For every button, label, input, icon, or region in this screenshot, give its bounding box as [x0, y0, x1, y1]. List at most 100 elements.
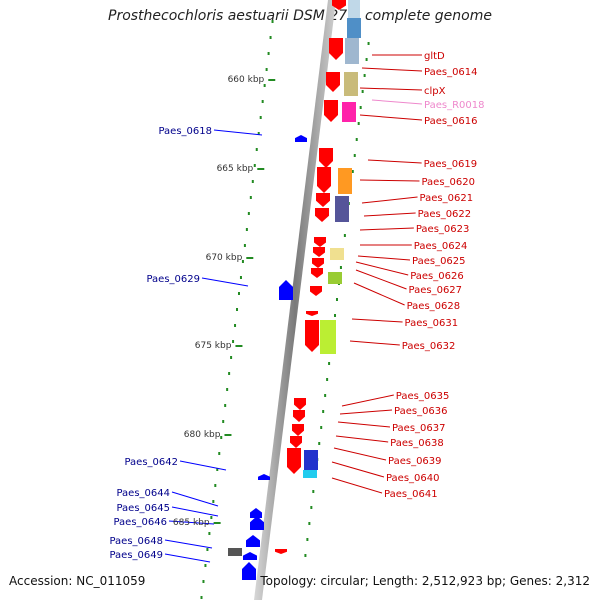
cog-box	[228, 548, 242, 556]
reverse-gene-arrow	[242, 562, 256, 580]
kbp-tick	[257, 168, 265, 170]
forward-gene-label: gltD	[424, 51, 445, 62]
label-leader-line	[333, 447, 387, 461]
tick-mark	[261, 100, 264, 103]
forward-gene-arrow	[293, 410, 305, 422]
label-leader-line	[363, 212, 416, 217]
forward-gene-arrow	[329, 38, 343, 60]
forward-gene-arrow	[314, 237, 326, 247]
reverse-gene-label: Paes_0649	[109, 550, 163, 561]
tick-mark	[267, 52, 270, 55]
forward-gene-arrow	[290, 436, 302, 448]
label-leader-line	[164, 553, 211, 563]
forward-gene-arrow	[332, 0, 346, 10]
tick-mark	[218, 452, 221, 455]
tick-mark	[237, 292, 240, 295]
kbp-label: 680 kbp	[184, 430, 221, 440]
tick-mark	[251, 180, 254, 183]
tick-mark	[271, 20, 274, 23]
label-leader-line	[355, 269, 407, 290]
tick-mark	[220, 436, 223, 439]
forward-gene-arrow	[315, 208, 329, 222]
forward-gene-label: Paes_0637	[392, 423, 446, 434]
forward-gene-label: Paes_0626	[410, 271, 464, 282]
kbp-label: 660 kbp	[228, 75, 265, 85]
tick-mark	[322, 410, 325, 413]
label-leader-line	[371, 99, 423, 105]
tick-mark	[306, 538, 309, 541]
label-leader-line	[201, 277, 249, 287]
reverse-gene-label: Paes_0642	[124, 457, 178, 468]
tick-mark	[253, 164, 256, 167]
tick-mark	[363, 74, 366, 77]
tick-mark	[367, 42, 370, 45]
kbp-tick	[235, 345, 243, 347]
tick-mark	[359, 106, 362, 109]
cog-box	[348, 0, 360, 18]
label-leader-line	[339, 409, 393, 415]
forward-gene-arrow	[313, 247, 325, 257]
forward-gene-arrow	[319, 148, 333, 168]
forward-gene-label: Paes_0614	[424, 67, 478, 78]
reverse-gene-label: Paes_0644	[116, 488, 170, 499]
label-leader-line	[341, 394, 394, 407]
label-leader-line	[353, 282, 405, 306]
forward-gene-label: Paes_0622	[418, 209, 472, 220]
tick-mark	[361, 90, 364, 93]
kbp-tick	[213, 522, 221, 524]
tick-mark	[310, 506, 313, 509]
cog-box	[330, 248, 344, 260]
tick-mark	[241, 260, 244, 263]
forward-gene-arrow	[316, 193, 330, 207]
forward-gene-label: Paes_0631	[405, 318, 459, 329]
forward-gene-label: Paes_0636	[394, 406, 448, 417]
tick-mark	[259, 116, 262, 119]
forward-gene-arrow	[292, 424, 304, 436]
tick-mark	[304, 554, 307, 557]
forward-gene-label: Paes_0624	[414, 241, 468, 252]
tick-mark	[257, 132, 260, 135]
tick-mark	[249, 196, 252, 199]
forward-gene-label: Paes_0628	[407, 301, 461, 312]
cog-box	[342, 102, 356, 122]
label-leader-line	[359, 114, 423, 121]
accession-text: Accession: NC_011059	[9, 574, 146, 588]
tick-mark	[232, 340, 235, 343]
reverse-gene-arrow	[295, 135, 307, 142]
reverse-gene-label: Paes_0618	[158, 126, 212, 137]
cog-box	[303, 470, 317, 478]
tick-mark	[308, 522, 311, 525]
cog-box	[345, 38, 359, 64]
label-leader-line	[213, 129, 263, 136]
cog-box	[338, 168, 352, 194]
reverse-gene-arrow	[243, 552, 257, 560]
label-leader-line	[171, 491, 219, 507]
tick-mark	[230, 356, 233, 359]
label-leader-line	[361, 67, 423, 72]
cog-box	[328, 272, 342, 284]
tick-mark	[202, 580, 205, 583]
forward-gene-arrow	[306, 311, 318, 316]
tick-mark	[357, 122, 360, 125]
kbp-tick	[246, 257, 254, 259]
forward-gene-label: Paes_0641	[384, 489, 438, 500]
reverse-gene-arrow	[258, 474, 270, 480]
tick-mark	[228, 372, 231, 375]
tick-mark	[355, 138, 358, 141]
forward-gene-label: Paes_0632	[402, 341, 456, 352]
tick-mark	[269, 36, 272, 39]
tick-mark	[353, 154, 356, 157]
tick-mark	[255, 148, 258, 151]
tick-mark	[324, 394, 327, 397]
reverse-gene-arrow	[250, 508, 262, 518]
tick-mark	[226, 388, 229, 391]
label-leader-line	[359, 179, 420, 182]
tick-mark	[210, 516, 213, 519]
label-leader-line	[164, 539, 213, 549]
forward-gene-arrow	[310, 286, 322, 296]
reverse-gene-label: Paes_0629	[146, 274, 200, 285]
tick-mark	[343, 234, 346, 237]
tick-mark	[243, 244, 246, 247]
reverse-gene-arrow	[246, 535, 260, 547]
tick-mark	[206, 548, 209, 551]
